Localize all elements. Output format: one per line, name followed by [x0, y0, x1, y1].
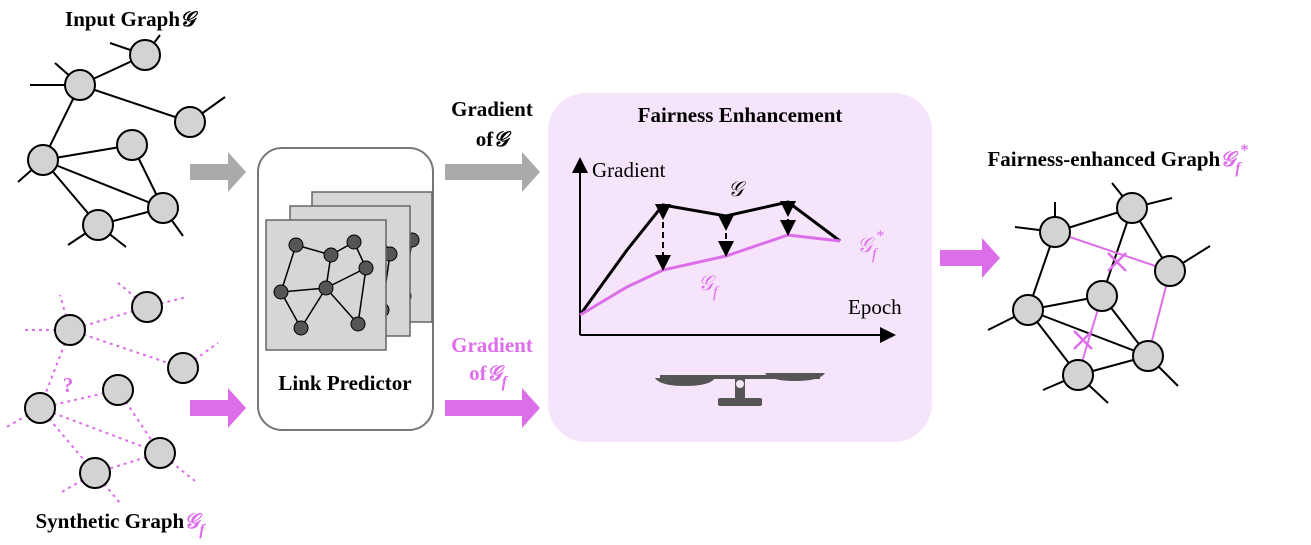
balance-icon [655, 373, 825, 406]
node [174, 106, 206, 138]
node [82, 209, 114, 241]
gradient-synthetic-line2: of𝒢f [469, 361, 508, 391]
graph [987, 182, 1211, 404]
synthetic-curve-label: 𝒢f [698, 271, 720, 301]
arrows [190, 152, 1000, 428]
subscript: f [713, 284, 720, 301]
output-graph-label: Fairness-enhanced Graph𝒢f* [987, 142, 1248, 177]
gradient-synthetic-line1: Gradient [451, 333, 533, 357]
plot-axes [572, 157, 896, 343]
edge [39, 407, 161, 454]
node [54, 314, 86, 346]
x-axis-label: Epoch [848, 295, 902, 319]
node [1039, 216, 1071, 248]
node [147, 192, 179, 224]
node [167, 352, 199, 384]
node [1116, 192, 1148, 224]
gradient-real-line1: Gradient [451, 97, 533, 121]
graph [17, 34, 226, 248]
gap-arrows [655, 201, 796, 271]
real-gradient-curve [578, 200, 841, 316]
graph [4, 281, 219, 504]
node [1012, 294, 1044, 326]
node [129, 39, 161, 71]
layer-node [293, 320, 309, 336]
node [1086, 280, 1118, 312]
symbol: 𝒢 [698, 271, 716, 295]
layer-node [288, 237, 304, 253]
node [131, 291, 163, 323]
removed-edge-mark [1107, 252, 1127, 272]
y-axis-label: Gradient [592, 158, 666, 182]
edge [1027, 309, 1149, 357]
layer-node [273, 284, 289, 300]
fairness-title: Fairness Enhancement [638, 103, 843, 127]
node [102, 374, 134, 406]
input-graph-label: Input Graph𝒢 [65, 7, 199, 31]
layer-edge [357, 267, 367, 325]
symbol: 𝒢 [180, 7, 199, 31]
label-part: of [476, 127, 495, 151]
node [24, 392, 56, 424]
fair-edge [1054, 231, 1171, 272]
fair-curve-label: 𝒢f* [857, 228, 884, 263]
symbol: 𝒢 [184, 509, 203, 533]
layer-node [318, 280, 334, 296]
superscript: * [876, 228, 884, 245]
removed-edge-mark [1073, 330, 1093, 350]
subscript: f [199, 522, 206, 539]
layer-node [358, 260, 374, 276]
edge [79, 84, 191, 123]
node [116, 129, 148, 161]
label-part: Fairness-enhanced Graph [987, 147, 1220, 171]
predictor-layer [265, 219, 387, 351]
fairness-panel [548, 93, 932, 442]
node [27, 144, 59, 176]
layer-node [350, 316, 366, 332]
label-part: Synthetic Graph [35, 509, 184, 533]
subscript: f [872, 246, 879, 263]
layer-edge [300, 287, 327, 329]
synthetic-graph-label: Synthetic Graph𝒢f [35, 509, 206, 539]
subscript: f [1235, 160, 1242, 177]
layer-node [346, 234, 362, 250]
layer-edge [280, 244, 297, 293]
label-part: of [469, 361, 488, 385]
subscript: f [502, 374, 509, 391]
edge [42, 159, 164, 209]
symbol: 𝒢 [1220, 147, 1239, 171]
symbol: 𝒢 [487, 361, 506, 385]
layer-edge [325, 287, 359, 325]
symbol: 𝒢 [857, 233, 875, 257]
node [1062, 359, 1094, 391]
layer-edge [280, 287, 327, 293]
node [1154, 255, 1186, 287]
label-part: Input Graph [65, 7, 180, 31]
real-curve-label: 𝒢 [728, 177, 746, 201]
node [1132, 340, 1164, 372]
edge [69, 329, 184, 369]
superscript: * [1241, 142, 1249, 159]
link-predictor-label: Link Predictor [278, 371, 411, 395]
gradient-real-line2: of𝒢 [476, 127, 513, 151]
node [144, 437, 176, 469]
stub-edge [59, 294, 71, 331]
layer-node [323, 247, 339, 263]
symbol: 𝒢 [493, 127, 512, 151]
question-mark: ? [63, 373, 74, 397]
fair-gradient-curve [579, 233, 841, 317]
node [79, 457, 111, 489]
node [64, 69, 96, 101]
